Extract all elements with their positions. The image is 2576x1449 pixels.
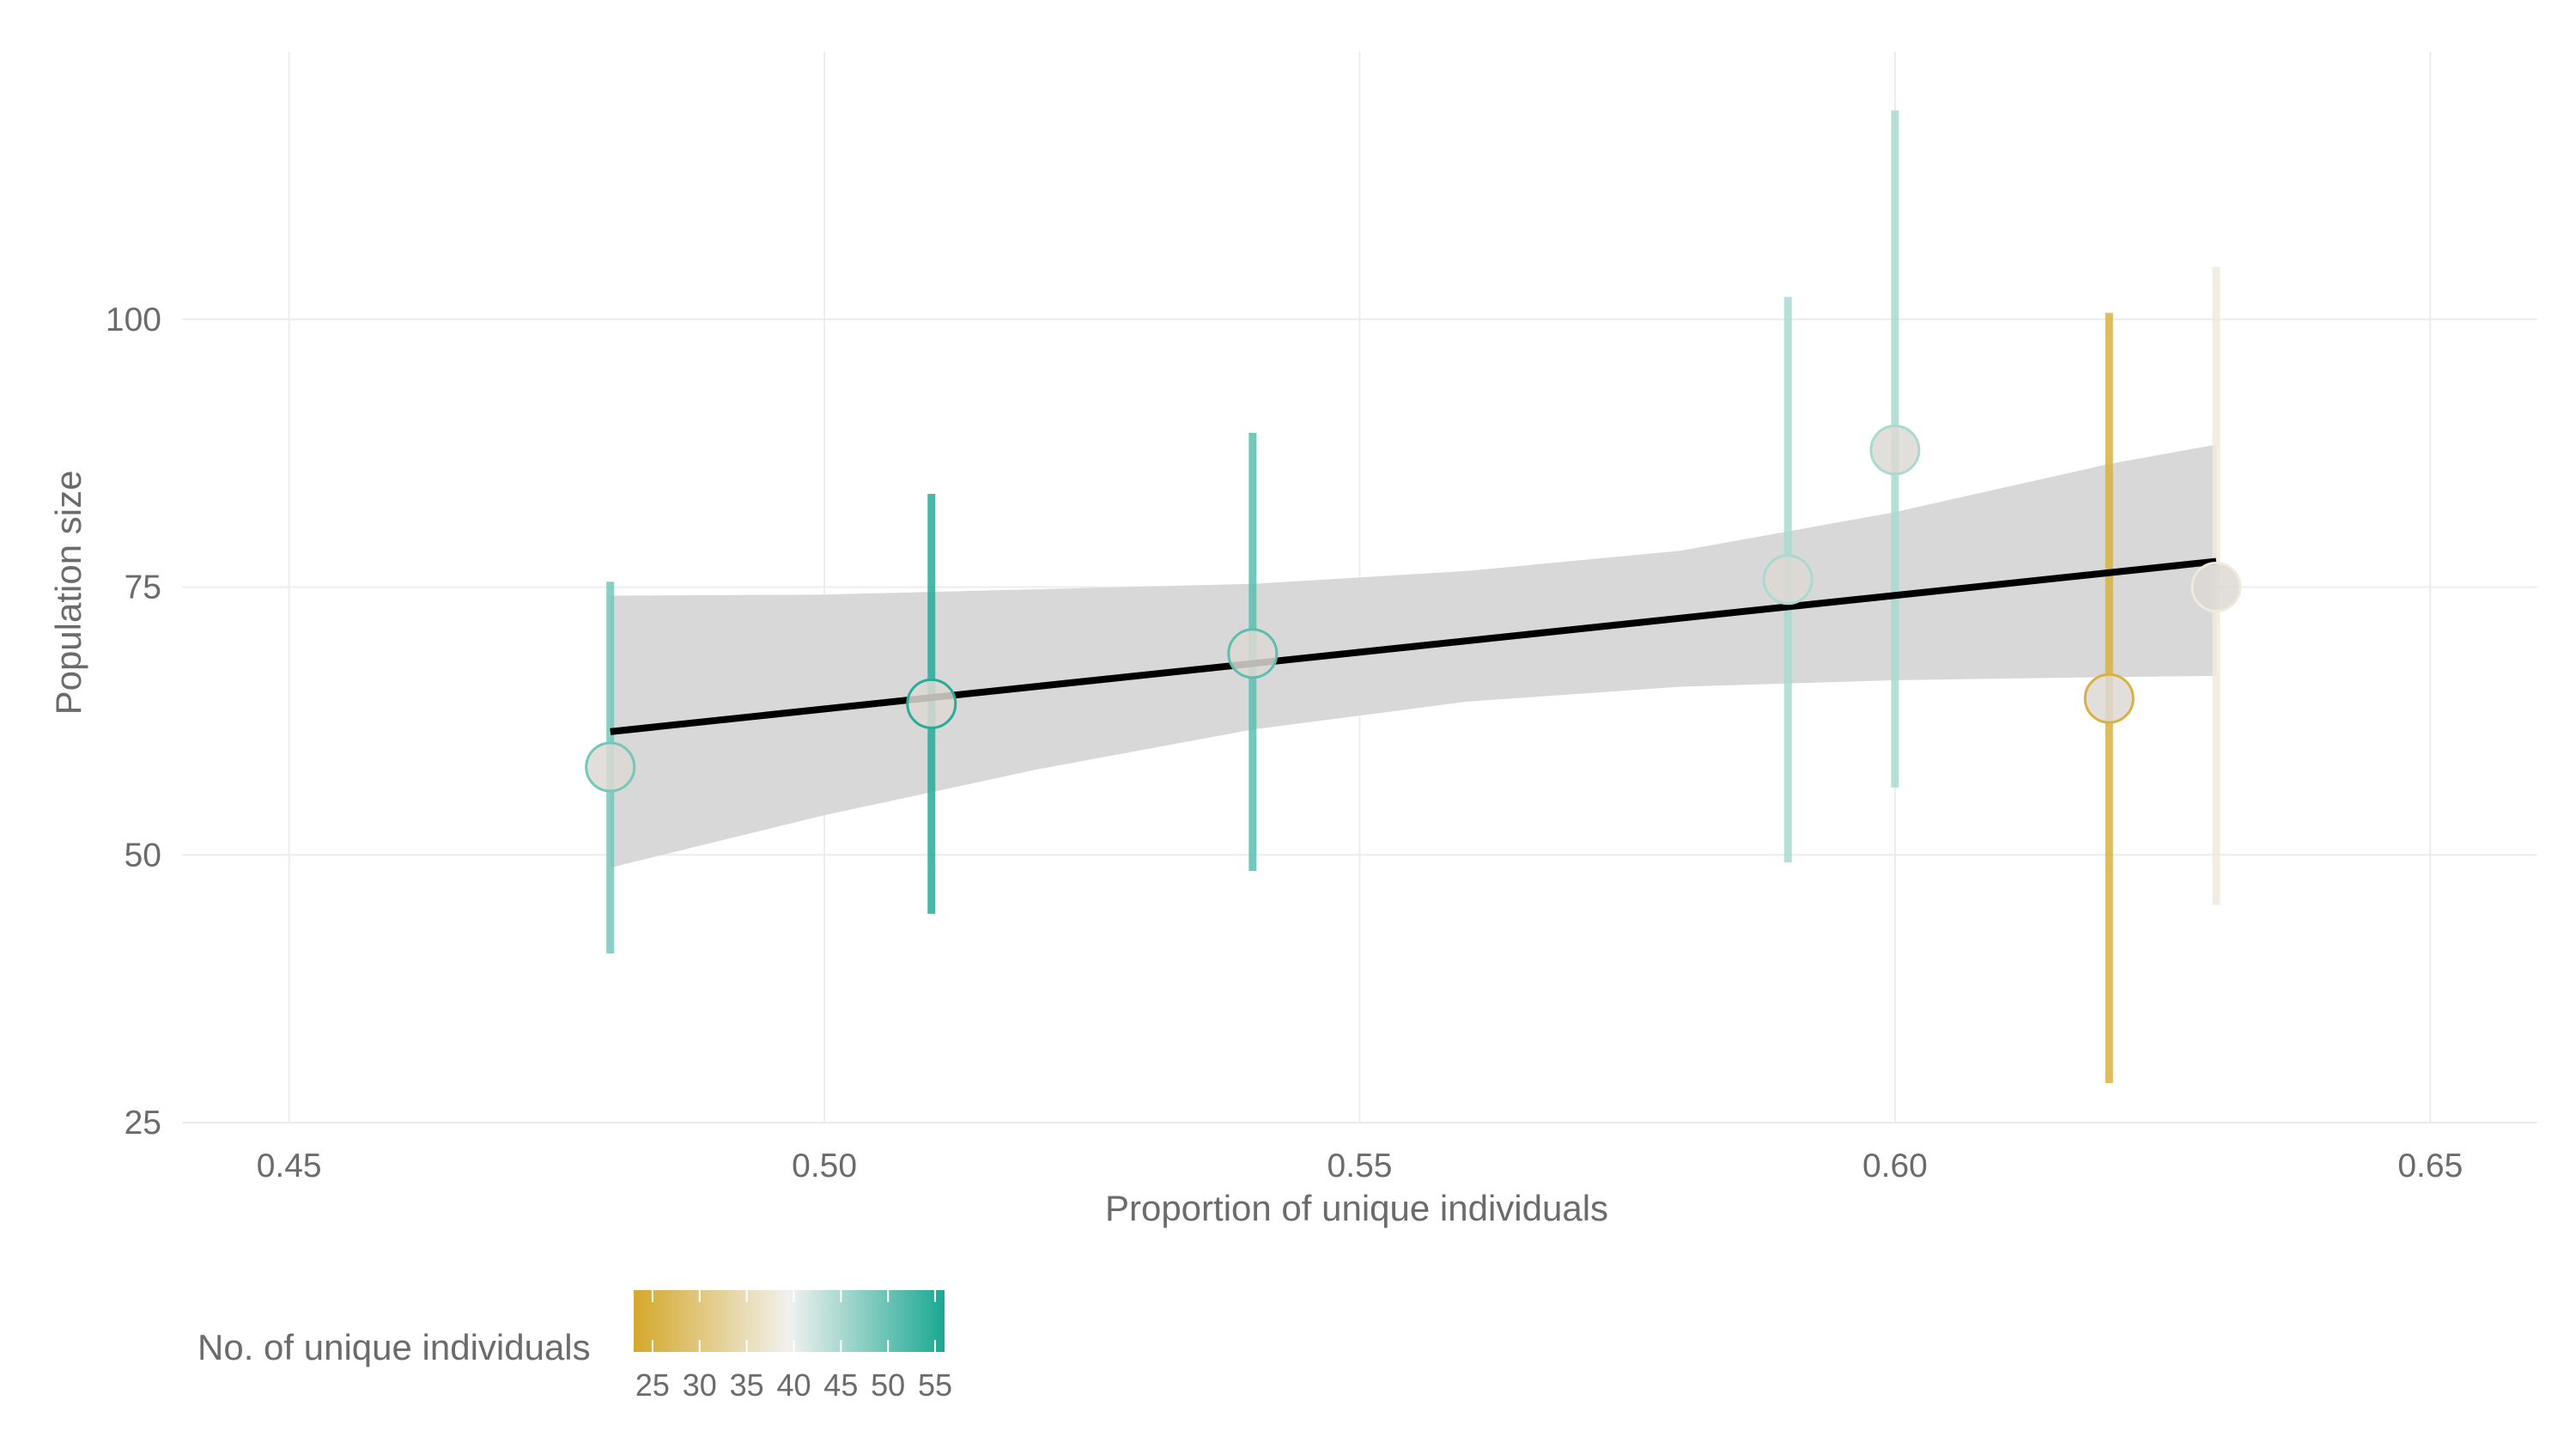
trend-line-group xyxy=(610,557,2217,735)
trend-line xyxy=(610,557,2217,735)
color-legend: No. of unique individuals 25 30 35 40 45 50 55 xyxy=(197,1290,952,1403)
data-point xyxy=(906,678,957,729)
legend-tick-label: 25 xyxy=(635,1367,670,1403)
legend-ticks: 25 30 35 40 45 50 55 xyxy=(635,1290,952,1403)
data-point xyxy=(1762,554,1814,606)
legend-title: No. of unique individuals xyxy=(197,1327,591,1367)
y-tick-label: 50 xyxy=(125,837,161,874)
y-axis-title: Population size xyxy=(48,471,88,715)
data-points xyxy=(585,424,2242,793)
x-axis-ticks: 0.45 0.50 0.55 0.60 0.65 xyxy=(257,1148,2464,1184)
data-point xyxy=(2190,562,2242,612)
data-point xyxy=(1227,628,1279,679)
confidence-band xyxy=(610,444,2216,868)
y-axis-ticks: 25 50 75 100 xyxy=(106,301,161,1142)
confidence-band-group xyxy=(610,444,2216,868)
legend-tick-label: 40 xyxy=(776,1367,811,1403)
legend-colorbar xyxy=(634,1290,945,1352)
y-tick-label: 100 xyxy=(106,301,161,338)
legend-tick-label: 55 xyxy=(918,1367,952,1403)
legend-tick-label: 30 xyxy=(683,1367,717,1403)
x-tick-label: 0.65 xyxy=(2397,1148,2463,1184)
legend-tick-label: 35 xyxy=(730,1367,764,1403)
legend-tick-label: 45 xyxy=(823,1367,858,1403)
x-tick-label: 0.60 xyxy=(1862,1148,1928,1184)
x-tick-label: 0.50 xyxy=(792,1148,857,1184)
x-axis-title: Proportion of unique individuals xyxy=(1105,1188,1608,1228)
y-tick-label: 75 xyxy=(125,569,161,606)
data-point xyxy=(2083,673,2135,724)
y-tick-label: 25 xyxy=(125,1105,161,1142)
grid xyxy=(182,52,2537,1123)
x-tick-label: 0.55 xyxy=(1327,1148,1393,1184)
x-tick-label: 0.45 xyxy=(257,1148,322,1184)
legend-tick-label: 50 xyxy=(871,1367,905,1403)
data-point xyxy=(585,741,636,793)
data-point xyxy=(1869,424,1921,476)
